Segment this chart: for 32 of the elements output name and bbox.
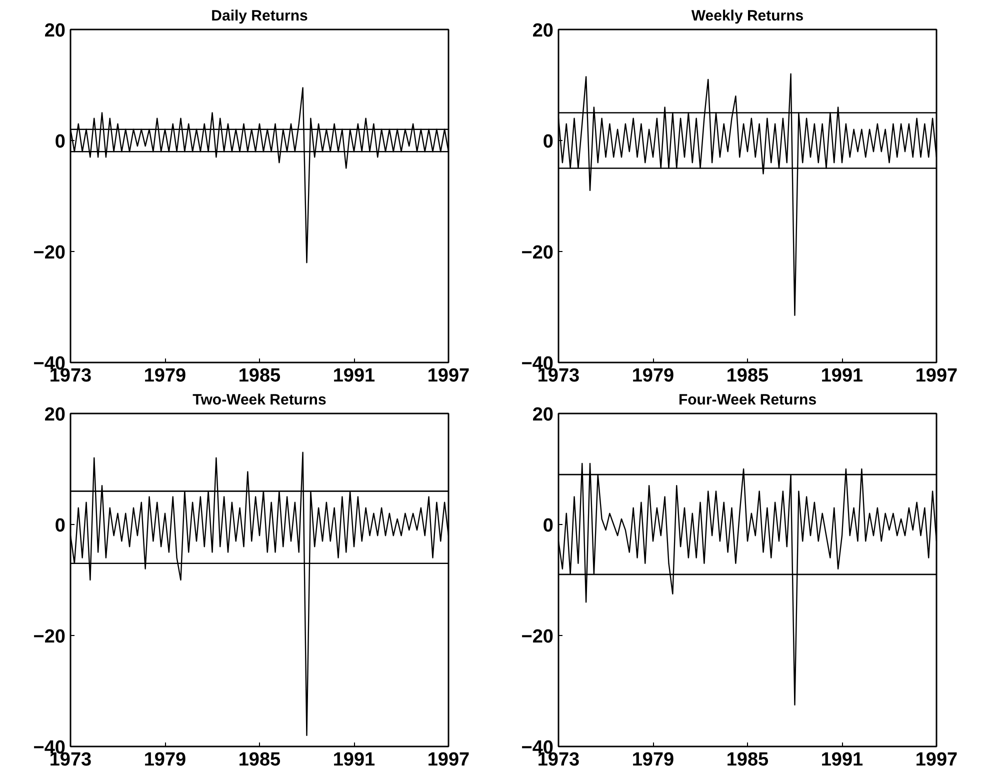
x-tick-label: 1997: [427, 750, 470, 770]
y-tick-label: 20: [44, 20, 66, 42]
x-tick-label: 1979: [144, 750, 186, 770]
x-tick-label: 1991: [332, 750, 376, 770]
y-tick-label: −20: [33, 242, 66, 264]
x-tick-label: 1985: [238, 366, 282, 386]
y-tick-label: 0: [54, 132, 66, 152]
y-tick-label: −20: [33, 626, 66, 648]
x-tick-label: 1979: [632, 750, 674, 770]
y-tick-label: −20: [521, 626, 554, 648]
chart-title: Daily Returns: [211, 8, 308, 24]
y-tick-label: 20: [44, 404, 66, 426]
y-tick-label: 20: [532, 20, 554, 42]
chart-title: Two-Week Returns: [192, 392, 326, 408]
x-tick-label: 1979: [144, 366, 186, 386]
x-tick-label: 1997: [915, 366, 958, 386]
chart-title: Four-Week Returns: [678, 392, 817, 408]
y-tick-label: 0: [542, 132, 554, 152]
x-tick-label: 1991: [820, 366, 864, 386]
y-tick-label: 0: [542, 516, 554, 536]
chart-title: Weekly Returns: [691, 8, 804, 24]
y-tick-label: 0: [54, 516, 66, 536]
x-tick-label: 1991: [820, 750, 864, 770]
x-tick-label: 1985: [726, 366, 770, 386]
x-tick-label: 1991: [332, 366, 376, 386]
x-tick-label: 1985: [238, 750, 282, 770]
y-tick-label: 20: [532, 404, 554, 426]
x-tick-label: 1985: [726, 750, 770, 770]
y-tick-label: −20: [521, 242, 554, 264]
x-tick-label: 1979: [632, 366, 674, 386]
x-tick-label: 1997: [427, 366, 470, 386]
x-tick-label: 1997: [915, 750, 958, 770]
